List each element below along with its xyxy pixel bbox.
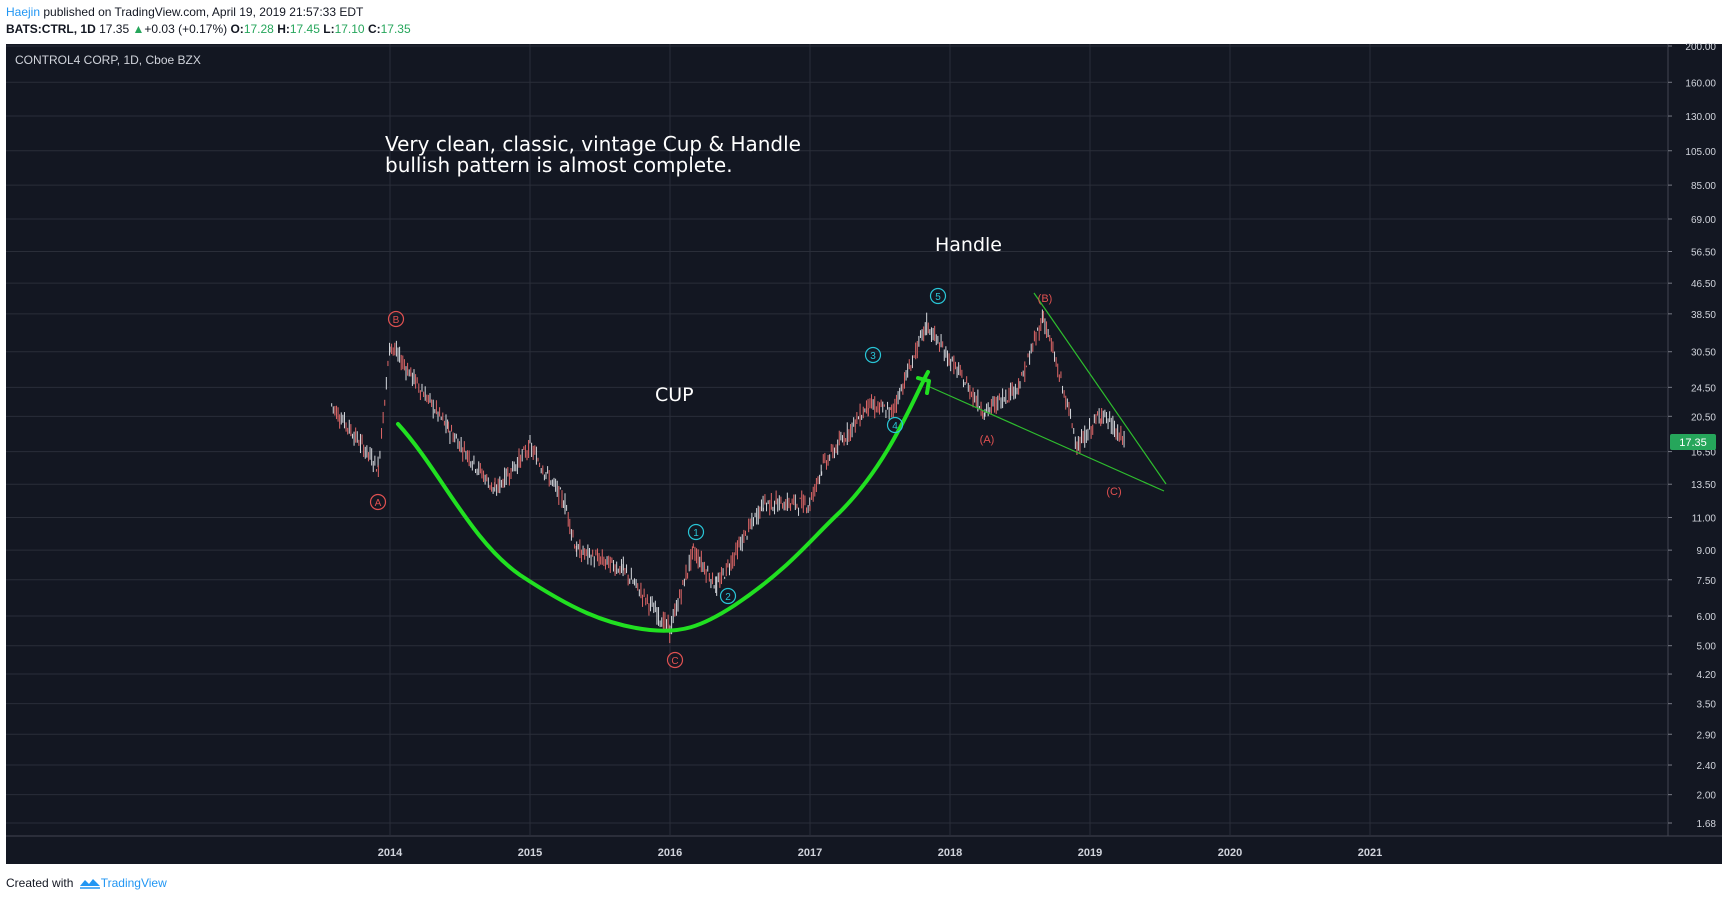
price-tick-label: 130.00 <box>1685 112 1716 123</box>
publish-header: Haejin published on TradingView.com, Apr… <box>0 0 1728 44</box>
cup-curve[interactable] <box>396 370 930 633</box>
price-tick-label: 69.00 <box>1691 215 1716 226</box>
price-tick-label: 85.00 <box>1691 181 1716 192</box>
close-label: C: <box>367 22 381 36</box>
price-tick-label: 46.50 <box>1691 279 1716 290</box>
wave-1-circle: 1 <box>687 523 705 541</box>
wave-2-text: 2 <box>725 592 731 603</box>
handle-lower-trendline[interactable] <box>929 386 1165 492</box>
time-tick-label: 2020 <box>1218 847 1242 859</box>
price-tick-label: 30.50 <box>1691 348 1716 359</box>
price-tick-label: 105.00 <box>1685 147 1716 158</box>
price-tick-label: 1.68 <box>1697 819 1717 830</box>
time-tick-label: 2016 <box>658 847 682 859</box>
footer: Created with TradingView <box>6 876 167 890</box>
wave-c-circle: C <box>666 651 684 669</box>
wave-5-text: 5 <box>935 292 941 303</box>
price-tick-label: 160.00 <box>1685 78 1716 89</box>
price-tick-label: 7.50 <box>1697 576 1717 587</box>
price-tick-label: 2.90 <box>1697 730 1717 741</box>
time-axis-labels: 2014 2015 2016 2017 2018 2019 2020 2021 <box>378 847 1382 859</box>
low-value: 17.10 <box>334 22 365 36</box>
price-tick-label: 56.50 <box>1691 247 1716 258</box>
last-price: 17.35 <box>99 22 130 36</box>
time-tick-label: 2014 <box>378 847 403 859</box>
wave-a-paren: (A) <box>980 434 995 446</box>
time-tick-label: 2017 <box>798 847 822 859</box>
price-tick-label: 5.00 <box>1697 642 1717 653</box>
price-tick-label: 4.20 <box>1697 670 1717 681</box>
publish-info: Haejin published on TradingView.com, Apr… <box>6 5 363 19</box>
cup-label: CUP <box>655 384 694 406</box>
published-text: published on TradingView.com, April 19, … <box>40 5 364 19</box>
last-price-badge: 17.35 <box>1670 434 1716 450</box>
wave-3-circle: 3 <box>864 346 882 364</box>
wave-5-circle: 5 <box>929 287 947 305</box>
tradingview-logo-icon[interactable] <box>79 876 101 890</box>
author-link[interactable]: Haejin <box>6 5 41 19</box>
wave-a-circle: A <box>369 493 387 511</box>
headline-line-2: bullish pattern is almost complete. <box>385 153 733 177</box>
price-axis-labels: 200.00 160.00 130.00 105.00 85.00 69.00 56.50 4… <box>1668 42 1716 830</box>
price-tick-label: 6.00 <box>1697 612 1717 623</box>
symbol-label: BATS:CTRL, 1D <box>6 22 96 36</box>
time-tick-label: 2018 <box>938 847 962 859</box>
created-with-text: Created with <box>6 876 74 890</box>
grid-lines <box>6 44 1668 836</box>
headline-line-1: Very clean, classic, vintage Cup & Handl… <box>385 132 801 156</box>
high-label: H: <box>277 22 290 36</box>
chart-background <box>6 44 1668 836</box>
open-label: O: <box>230 22 244 36</box>
price-tick-label: 38.50 <box>1691 310 1716 321</box>
wave-1-text: 1 <box>693 528 699 539</box>
wave-b-paren: (B) <box>1038 293 1053 305</box>
wave-2-circle: 2 <box>719 587 737 605</box>
price-tick-label: 200.00 <box>1685 42 1716 53</box>
time-axis-background[interactable] <box>6 836 1722 864</box>
price-tick-label: 2.40 <box>1697 761 1717 772</box>
price-tick-label: 13.50 <box>1691 480 1716 491</box>
time-tick-label: 2021 <box>1358 847 1382 859</box>
price-tick-label: 9.00 <box>1697 546 1717 557</box>
price-tick-label: 20.50 <box>1691 412 1716 423</box>
candles <box>331 309 1125 644</box>
last-price-badge-text: 17.35 <box>1679 437 1707 449</box>
price-tick-label: 3.50 <box>1697 700 1717 711</box>
handle-upper-trendline[interactable] <box>1033 292 1167 485</box>
wave-b-circle: B <box>387 310 405 328</box>
wave-a-text: A <box>375 498 382 509</box>
low-label: L: <box>323 22 335 36</box>
time-tick-label: 2015 <box>518 847 542 859</box>
chart-title: CONTROL4 CORP, 1D, Cboe BZX <box>15 53 201 67</box>
high-value: 17.45 <box>289 22 320 36</box>
price-tick-label: 24.50 <box>1691 383 1716 394</box>
wave-c-paren: (C) <box>1106 486 1121 498</box>
price-tick-label: 16.50 <box>1691 448 1716 459</box>
tradingview-brand[interactable]: TradingView <box>100 876 167 890</box>
wave-4-circle: 4 <box>886 416 904 434</box>
close-value: 17.35 <box>380 22 411 36</box>
handle-label: Handle <box>935 234 1002 256</box>
open-value: 17.28 <box>243 22 274 36</box>
cup-arrowhead <box>916 376 931 395</box>
wave-b-text: B <box>393 315 400 326</box>
price-tick-label: 2.00 <box>1697 791 1717 802</box>
wave-3-text: 3 <box>870 351 876 362</box>
price-change: +0.03 (+0.17%) <box>144 22 228 36</box>
symbol-ohlc-line: BATS:CTRL, 1D 17.35 ▲+0.03 (+0.17%) O:17… <box>6 22 411 36</box>
price-tick-label: 11.00 <box>1692 514 1717 525</box>
time-tick-label: 2019 <box>1078 847 1102 859</box>
wave-4-text: 4 <box>892 421 898 432</box>
wave-c-text: C <box>671 656 678 667</box>
change-up-icon: ▲ <box>132 22 145 36</box>
